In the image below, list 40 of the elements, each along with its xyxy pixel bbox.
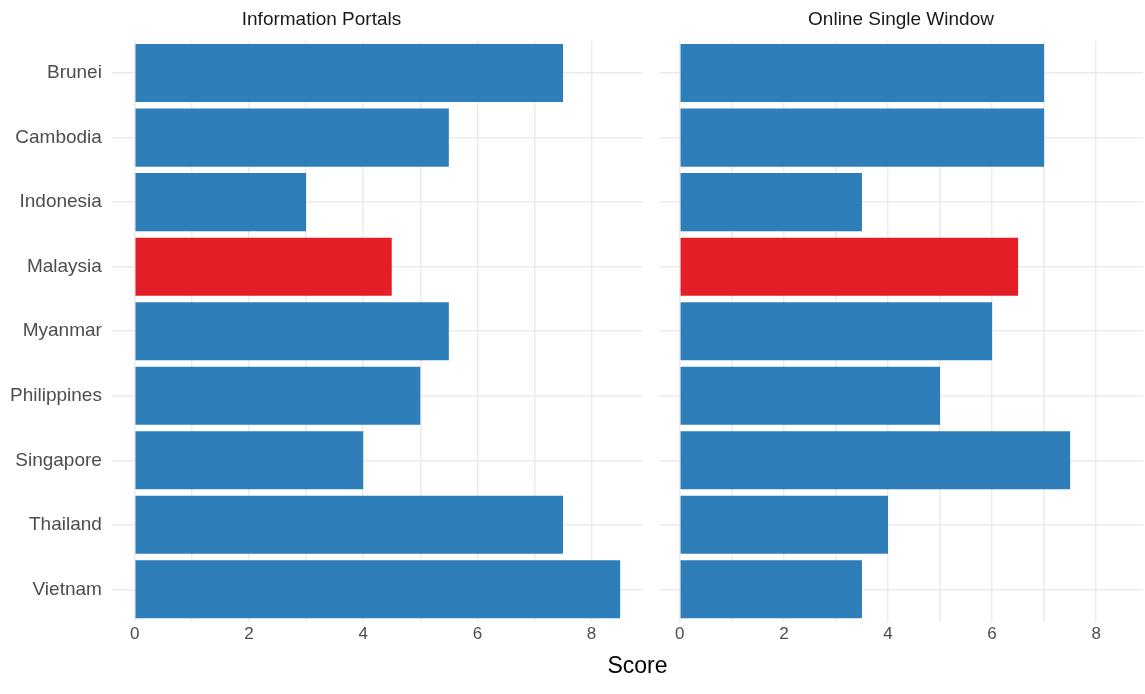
bar	[680, 302, 993, 361]
x-tick-label: 0	[130, 624, 140, 644]
x-tick-label: 6	[987, 624, 997, 644]
y-tick-label: Malaysia	[26, 254, 103, 276]
chart-title: Information Portals	[241, 7, 402, 29]
y-tick-label: Indonesia	[19, 190, 103, 212]
bar	[135, 173, 307, 232]
bar	[135, 44, 564, 103]
x-tick-label: 8	[1091, 624, 1101, 644]
bar	[135, 431, 364, 490]
bar	[680, 237, 1019, 296]
bar	[680, 366, 941, 425]
y-tick-label: Thailand	[29, 513, 102, 535]
y-tick-label: Myanmar	[22, 319, 103, 341]
x-tick-label: 2	[779, 624, 789, 644]
y-tick-label: Singapore	[15, 448, 102, 470]
x-tick-label: 0	[675, 624, 685, 644]
bar	[680, 431, 1071, 490]
x-tick-label: 2	[244, 624, 254, 644]
bar	[135, 366, 421, 425]
y-tick-label: Brunei	[46, 61, 102, 83]
bar	[680, 108, 1045, 167]
x-tick-label: 6	[472, 624, 483, 644]
bar	[135, 495, 564, 554]
chart-title: Online Single Window	[808, 7, 995, 29]
x-tick-label: 4	[358, 624, 368, 644]
bar	[680, 560, 862, 619]
bar	[680, 495, 888, 554]
bar	[135, 302, 449, 361]
bar	[135, 237, 392, 296]
x-tick-label: 8	[586, 624, 597, 644]
bar	[680, 44, 1045, 103]
y-tick-label: Cambodia	[15, 125, 103, 147]
bar	[135, 108, 449, 167]
bar	[135, 560, 621, 619]
y-tick-label: Philippines	[9, 383, 102, 405]
x-axis-title: Score	[606, 652, 669, 679]
bar	[680, 173, 862, 232]
y-tick-label: Vietnam	[32, 577, 102, 599]
x-tick-label: 4	[883, 624, 893, 644]
